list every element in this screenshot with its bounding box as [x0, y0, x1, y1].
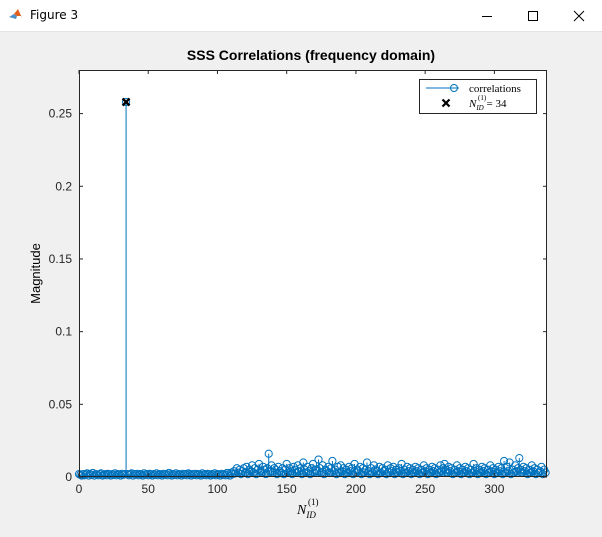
x-axis-label-sup: (1) — [308, 497, 319, 507]
x-tick-label: 200 — [346, 482, 366, 496]
stem-marker — [229, 467, 239, 476]
close-button[interactable] — [556, 0, 602, 31]
legend-label-correlations: correlations — [469, 83, 521, 95]
matlab-icon — [9, 9, 23, 20]
window-title: Figure 3 — [30, 8, 79, 22]
x-tick-label: 150 — [277, 482, 297, 496]
stem-marker — [440, 459, 449, 469]
stem-marker — [245, 465, 254, 474]
x-tick-label: 300 — [484, 482, 504, 496]
stem-marker — [297, 469, 307, 479]
stem-marker — [279, 469, 289, 479]
minimize-icon — [482, 15, 492, 17]
legend-marker-peak — [441, 98, 451, 108]
stem-marker — [452, 461, 462, 470]
legend-label-peak-rest: = 34 — [484, 98, 507, 110]
axes-border — [79, 70, 547, 477]
stem-marker — [362, 458, 372, 467]
y-tick-label: 0 — [65, 470, 72, 484]
stem-marker — [379, 467, 388, 476]
stem-marker — [314, 455, 323, 464]
y-tick-label: 0.25 — [49, 107, 73, 121]
y-tick-label: 0.2 — [55, 179, 72, 193]
y-axis-label: Magnitude — [28, 243, 43, 304]
legend-label-peak: NID = 34 — [468, 98, 507, 112]
stem-marker — [328, 456, 337, 466]
stem-chart: 0 50 100 150 200 250 300 0 0.05 0.1 0.15 0.2 0.25 S… — [28, 47, 550, 520]
stem-marker — [319, 469, 329, 479]
x-tick-label: 0 — [76, 482, 83, 496]
stem-marker — [336, 461, 345, 470]
peak-marker — [121, 97, 131, 107]
close-icon — [573, 10, 585, 21]
minimize-button[interactable] — [464, 0, 510, 31]
stem-marker — [497, 464, 506, 473]
stem-marker — [419, 461, 428, 470]
stem-marker — [252, 469, 261, 479]
x-axis-label-sub: ID — [305, 510, 316, 520]
stem-marker — [315, 464, 325, 473]
x-tick-label: 250 — [415, 482, 435, 496]
stem-marker — [321, 465, 330, 474]
y-tick-label: 0.05 — [49, 397, 73, 411]
stem-marker — [264, 449, 273, 458]
axes-background — [79, 70, 547, 477]
figure-area: 0 50 100 150 200 250 300 0 0.05 0.1 0.15 0.2 0.25 S… — [0, 32, 602, 532]
stem-marker — [275, 467, 284, 476]
x-tick-label: 50 — [142, 482, 156, 496]
stem-marker — [329, 467, 338, 476]
legend[interactable]: correlations NID = 34 (1) — [419, 79, 537, 114]
y-tick-label: 0.1 — [55, 325, 72, 339]
x-tick-label: 100 — [207, 482, 227, 496]
stem-marker — [387, 467, 397, 476]
maximize-icon — [528, 10, 538, 21]
legend-box — [419, 79, 537, 114]
stem-marker — [535, 467, 545, 476]
legend-label-peak-sub: ID — [475, 104, 483, 112]
legend-label-peak-sup: (1) — [478, 94, 487, 102]
x-axis-label-base: N — [296, 503, 307, 518]
chart-title: SSS Correlations (frequency domain) — [187, 47, 435, 63]
stem-marker — [527, 461, 536, 470]
stem-marker — [306, 469, 315, 479]
maximize-button[interactable] — [510, 0, 556, 31]
stem-marker — [243, 469, 253, 479]
y-tick-label: 0.15 — [49, 252, 73, 266]
legend-marker-correlations — [450, 84, 458, 92]
stem-marker — [318, 461, 327, 470]
stem-marker — [281, 465, 290, 474]
stem-marker — [282, 459, 291, 469]
window-titlebar: Figure 3 — [0, 0, 602, 32]
stem-marker — [486, 461, 495, 470]
stem-marker — [353, 465, 362, 474]
x-axis-label: NID — [296, 503, 316, 520]
stem-marker — [504, 467, 513, 476]
stem-marker — [515, 454, 524, 463]
stem-marker — [121, 97, 131, 107]
stem-marker — [511, 461, 520, 470]
legend-label-peak-base: N — [468, 98, 477, 110]
stem-marker — [347, 464, 356, 473]
stem-marker — [436, 461, 445, 470]
stem-marker — [313, 467, 322, 476]
